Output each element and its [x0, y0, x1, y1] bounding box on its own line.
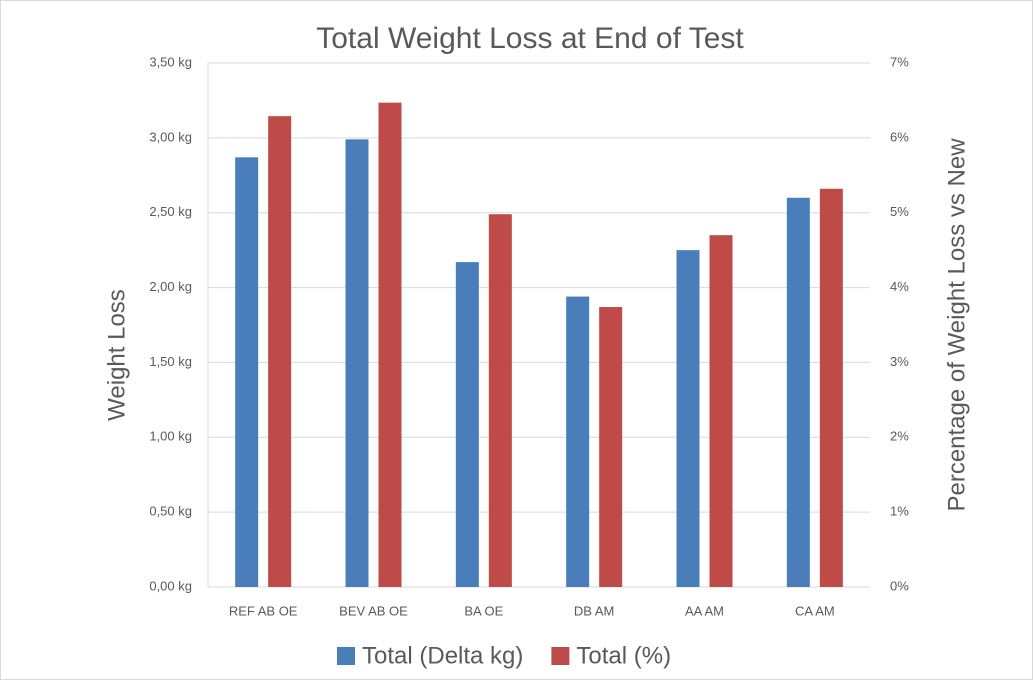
y2-tick-label: 2% — [890, 429, 909, 444]
bar — [345, 139, 369, 587]
legend-label: Total (Delta kg) — [362, 642, 523, 669]
x-tick-label: BA OE — [464, 603, 503, 618]
y2-tick-label: 7% — [890, 54, 909, 69]
y-tick-label: 3,50 kg — [149, 54, 192, 69]
bar — [235, 157, 259, 587]
bar — [599, 307, 623, 587]
y2-tick-label: 5% — [890, 204, 909, 219]
y-tick-label: 0,50 kg — [149, 504, 192, 519]
bar — [566, 296, 590, 587]
chart-title: Total Weight Loss at End of Test — [316, 22, 744, 55]
y-tick-label: 2,00 kg — [149, 279, 192, 294]
legend-swatch — [551, 647, 570, 665]
y-tick-label: 2,50 kg — [149, 204, 192, 219]
bar — [786, 197, 810, 587]
y-axis-label: Weight Loss — [103, 289, 130, 421]
y2-tick-label: 1% — [890, 504, 909, 519]
y-tick-label: 1,50 kg — [149, 354, 192, 369]
bar — [378, 102, 402, 587]
bar — [819, 188, 843, 587]
y-tick-label: 0,00 kg — [149, 578, 192, 593]
x-tick-label: CA AM — [795, 603, 835, 618]
y-tick-label: 1,00 kg — [149, 429, 192, 444]
x-tick-label: AA AM — [685, 603, 724, 618]
y-tick-label: 3,00 kg — [149, 129, 192, 144]
x-tick-label: REF AB OE — [229, 603, 298, 618]
legend-label: Total (%) — [576, 642, 671, 669]
y2-tick-label: 6% — [890, 129, 909, 144]
legend-swatch — [337, 647, 355, 665]
y2-tick-label: 3% — [890, 354, 909, 369]
bar — [676, 250, 700, 587]
bar — [268, 116, 292, 588]
bar — [488, 214, 512, 587]
bar — [455, 262, 479, 587]
y2-tick-label: 0% — [890, 578, 909, 593]
x-tick-label: DB AM — [574, 603, 614, 618]
x-tick-label: BEV AB OE — [339, 603, 408, 618]
y2-tick-label: 4% — [890, 279, 909, 294]
bar — [709, 235, 733, 587]
y2-axis-label: Percentage of Weight Loss vs New — [943, 138, 970, 512]
